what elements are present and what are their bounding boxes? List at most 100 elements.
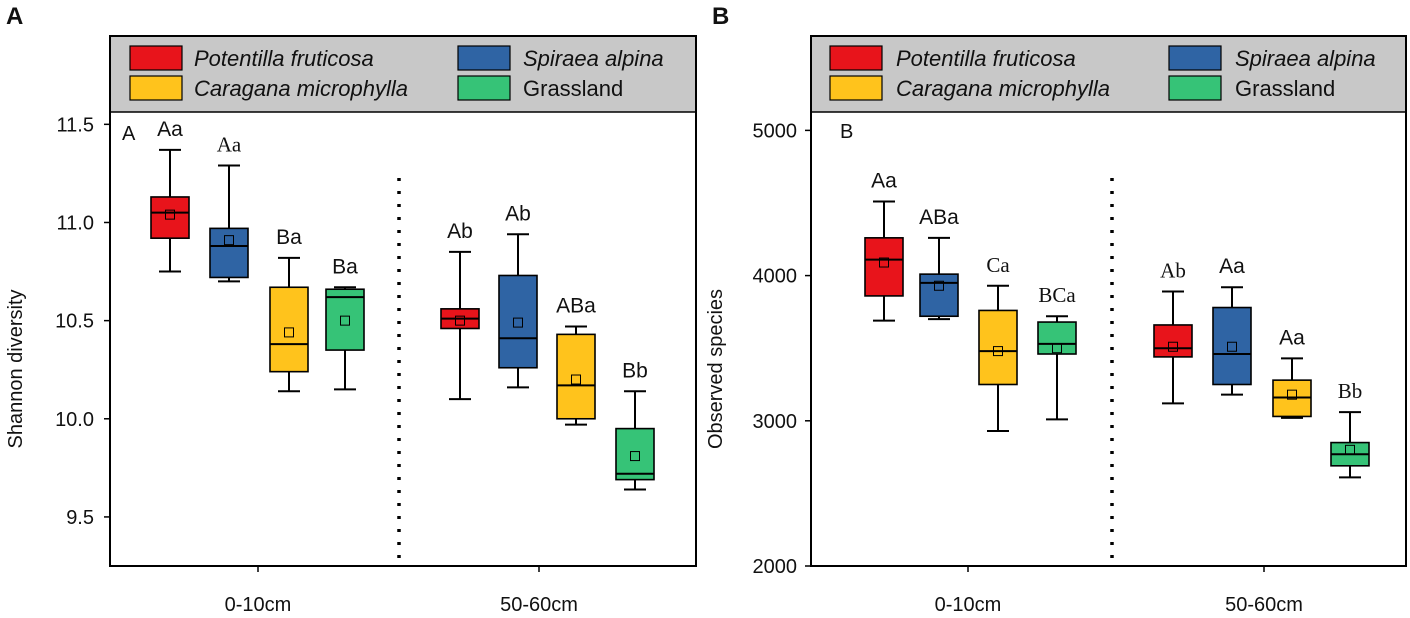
box-yellow-0-10cm: Ba: [269, 226, 309, 393]
y-tick-label: 4000: [753, 266, 798, 288]
mean-marker: [224, 235, 234, 246]
plot-frame: [810, 35, 1407, 567]
legend-swatch-blue: [457, 45, 511, 71]
x-category-label: 50-60cm: [1225, 594, 1303, 616]
box-body: [1153, 324, 1193, 358]
significance-label: Bb: [622, 359, 648, 382]
box-body: [1212, 306, 1252, 386]
significance-label: ABa: [556, 295, 596, 318]
box-red-0-10cm: Aa: [150, 118, 190, 273]
box-green-0-10cm: BCa: [1037, 283, 1077, 421]
panel-letter: A: [6, 3, 23, 30]
box-blue-50-60cm: Ab: [498, 202, 538, 389]
legend-swatch-yellow: [829, 75, 883, 101]
panel-b: B Potentilla fruticosa Spiraea alpina Carag…: [705, 3, 1407, 616]
legend-label: Potentilla fruticosa: [194, 46, 374, 71]
significance-label: Ab: [505, 202, 531, 225]
legend-label: Caragana microphylla: [194, 76, 408, 101]
plot-frame: [109, 35, 697, 567]
legend-label: Spiraea alpina: [1235, 46, 1376, 71]
mean-marker: [340, 315, 350, 326]
mean-marker: [630, 451, 640, 462]
box-blue-0-10cm: Aa: [209, 133, 249, 283]
legend-label: Caragana microphylla: [896, 76, 1110, 101]
box-body: [269, 286, 309, 373]
y-tick-label: 5000: [753, 120, 798, 142]
y-tick-label: 9.5: [66, 507, 94, 529]
legend-label: Grassland: [523, 76, 623, 101]
significance-label: Ab: [447, 220, 473, 243]
box-yellow-50-60cm: Aa: [1272, 326, 1312, 419]
legend-label: Grassland: [1235, 76, 1335, 101]
mean-marker: [165, 209, 175, 220]
y-axis-title: Observed species: [705, 289, 727, 449]
y-axis-title: Shannon diversity: [5, 290, 27, 449]
box-red-50-60cm: Ab: [1153, 259, 1193, 405]
legend-swatch-yellow: [129, 75, 183, 101]
box-green-0-10cm: Ba: [325, 255, 365, 391]
box-green-50-60cm: Bb: [1330, 379, 1370, 479]
significance-label: Ca: [986, 253, 1010, 277]
box-body: [978, 309, 1018, 386]
legend-swatch-blue: [1168, 45, 1222, 71]
significance-label: Ba: [276, 226, 302, 249]
box-green-50-60cm: Bb: [615, 359, 655, 491]
significance-label: Bb: [1338, 379, 1363, 403]
box-body: [615, 427, 655, 481]
significance-label: Ba: [332, 255, 358, 278]
significance-label: Aa: [1219, 255, 1245, 278]
legend-label: Potentilla fruticosa: [896, 46, 1076, 71]
box-blue-50-60cm: Aa: [1212, 255, 1252, 396]
box-body: [325, 288, 365, 351]
box-yellow-0-10cm: Ca: [978, 253, 1018, 432]
inner-panel-label: A: [122, 123, 136, 145]
mean-marker: [284, 327, 294, 338]
legend-swatch-green: [457, 75, 511, 101]
inner-panel-label: B: [840, 121, 853, 143]
mean-marker: [879, 257, 889, 268]
box-red-50-60cm: Ab: [440, 220, 480, 401]
y-tick-label: 10.5: [55, 311, 94, 333]
mean-marker: [1287, 389, 1297, 400]
box-body: [150, 196, 190, 239]
mean-marker: [571, 374, 581, 385]
legend-swatch-green: [1168, 75, 1222, 101]
box-body: [1037, 321, 1077, 355]
legend-swatch-red: [829, 45, 883, 71]
significance-label: BCa: [1038, 283, 1076, 307]
x-category-label: 50-60cm: [500, 594, 578, 616]
box-body: [556, 333, 596, 420]
mean-marker: [513, 317, 523, 328]
significance-label: Aa: [871, 170, 897, 193]
box-body: [209, 227, 249, 279]
y-tick-label: 3000: [753, 411, 798, 433]
box-body: [919, 273, 959, 318]
mean-marker: [1168, 341, 1178, 352]
mean-marker: [1345, 444, 1355, 455]
box-yellow-50-60cm: ABa: [556, 295, 596, 426]
panel-letter: B: [712, 3, 729, 30]
legend-label: Spiraea alpina: [523, 46, 664, 71]
y-tick-label: 11.0: [57, 212, 94, 234]
legend-background: [811, 36, 1406, 112]
y-tick-label: 11.5: [57, 114, 94, 136]
mean-marker: [934, 280, 944, 291]
y-tick-label: 2000: [753, 556, 798, 578]
significance-label: ABa: [919, 206, 959, 229]
box-body: [498, 274, 538, 369]
significance-label: Aa: [217, 133, 242, 157]
box-red-0-10cm: Aa: [864, 170, 904, 322]
panel-a: A Potentilla fruticosa Spiraea alpina Carag…: [5, 3, 697, 616]
mean-marker: [1227, 341, 1237, 352]
mean-marker: [993, 346, 1003, 357]
significance-label: Ab: [1160, 259, 1186, 283]
legend-background: [110, 36, 696, 112]
legend-swatch-red: [129, 45, 183, 71]
box-blue-0-10cm: ABa: [919, 206, 959, 321]
y-tick-label: 10.0: [55, 409, 94, 431]
x-category-label: 0-10cm: [935, 594, 1002, 616]
mean-marker: [1052, 343, 1062, 354]
significance-label: Aa: [1279, 326, 1305, 349]
x-category-label: 0-10cm: [225, 594, 292, 616]
